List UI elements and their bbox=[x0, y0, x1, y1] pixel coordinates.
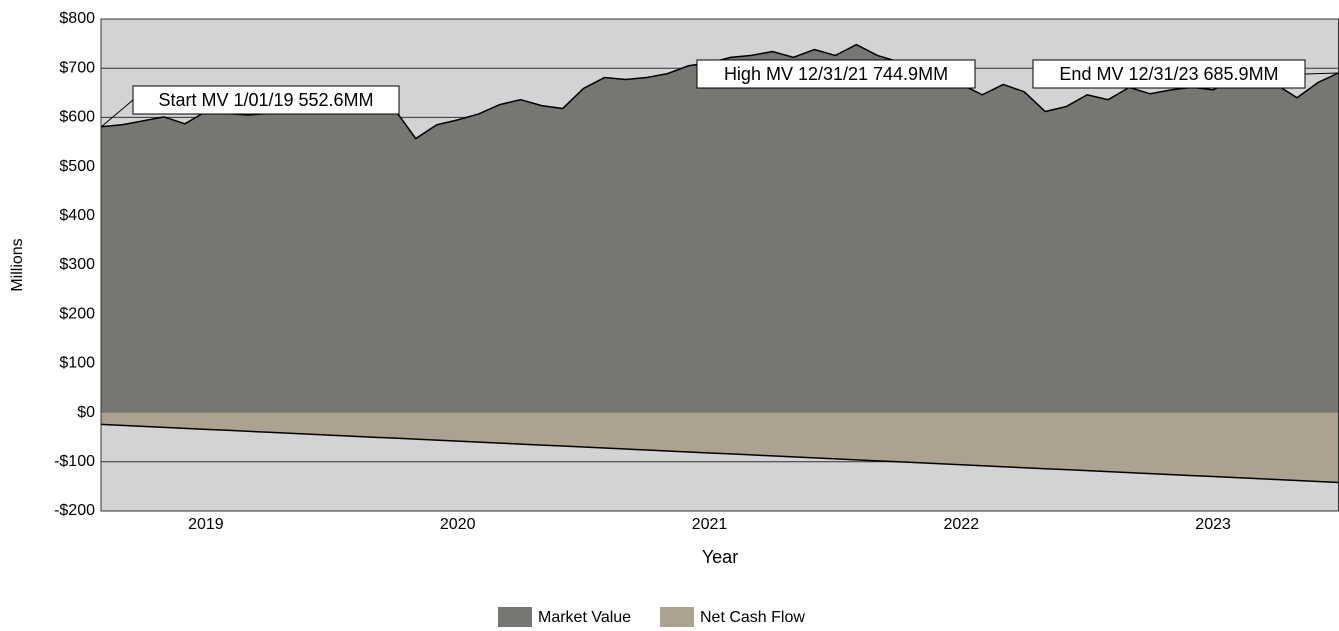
y-tick-label: $400 bbox=[59, 207, 95, 224]
legend-label: Market Value bbox=[538, 609, 631, 626]
x-tick-label: 2019 bbox=[188, 516, 224, 533]
area-fill bbox=[101, 44, 1339, 413]
annotation-leader bbox=[100, 99, 134, 128]
annotation-box bbox=[696, 59, 976, 89]
y-axis-label: Millions bbox=[9, 238, 26, 291]
area-line bbox=[100, 423, 1339, 484]
annotation: Start MV 1/01/19 552.6MM bbox=[158, 90, 373, 110]
y-tick-label: $200 bbox=[59, 305, 95, 322]
y-tick-label: $0 bbox=[77, 404, 95, 421]
legend-swatch bbox=[660, 607, 694, 627]
annotation: End MV 12/31/23 685.9MM bbox=[1059, 64, 1278, 84]
x-tick-label: 2023 bbox=[1195, 516, 1231, 533]
x-tick-label: 2021 bbox=[692, 516, 728, 533]
y-tick-label: $300 bbox=[59, 256, 95, 273]
y-tick-label: $600 bbox=[59, 109, 95, 126]
y-tick-label: $100 bbox=[59, 355, 95, 372]
y-tick-label: -$200 bbox=[54, 502, 95, 519]
annotation-box bbox=[132, 85, 400, 115]
annotation-leader bbox=[1304, 72, 1339, 75]
x-tick-label: 2020 bbox=[440, 516, 476, 533]
y-tick-label: $500 bbox=[59, 158, 95, 175]
annotation-box bbox=[1032, 59, 1306, 89]
legend-swatch bbox=[498, 607, 532, 627]
x-axis-label: Year bbox=[702, 547, 738, 567]
y-tick-label: -$100 bbox=[54, 453, 95, 470]
annotation: High MV 12/31/21 744.9MM bbox=[724, 64, 948, 84]
legend-label: Net Cash Flow bbox=[700, 609, 805, 626]
y-tick-label: $700 bbox=[59, 59, 95, 76]
area-fill bbox=[101, 412, 1339, 483]
y-tick-label: $800 bbox=[59, 10, 95, 27]
x-tick-label: 2022 bbox=[944, 516, 980, 533]
